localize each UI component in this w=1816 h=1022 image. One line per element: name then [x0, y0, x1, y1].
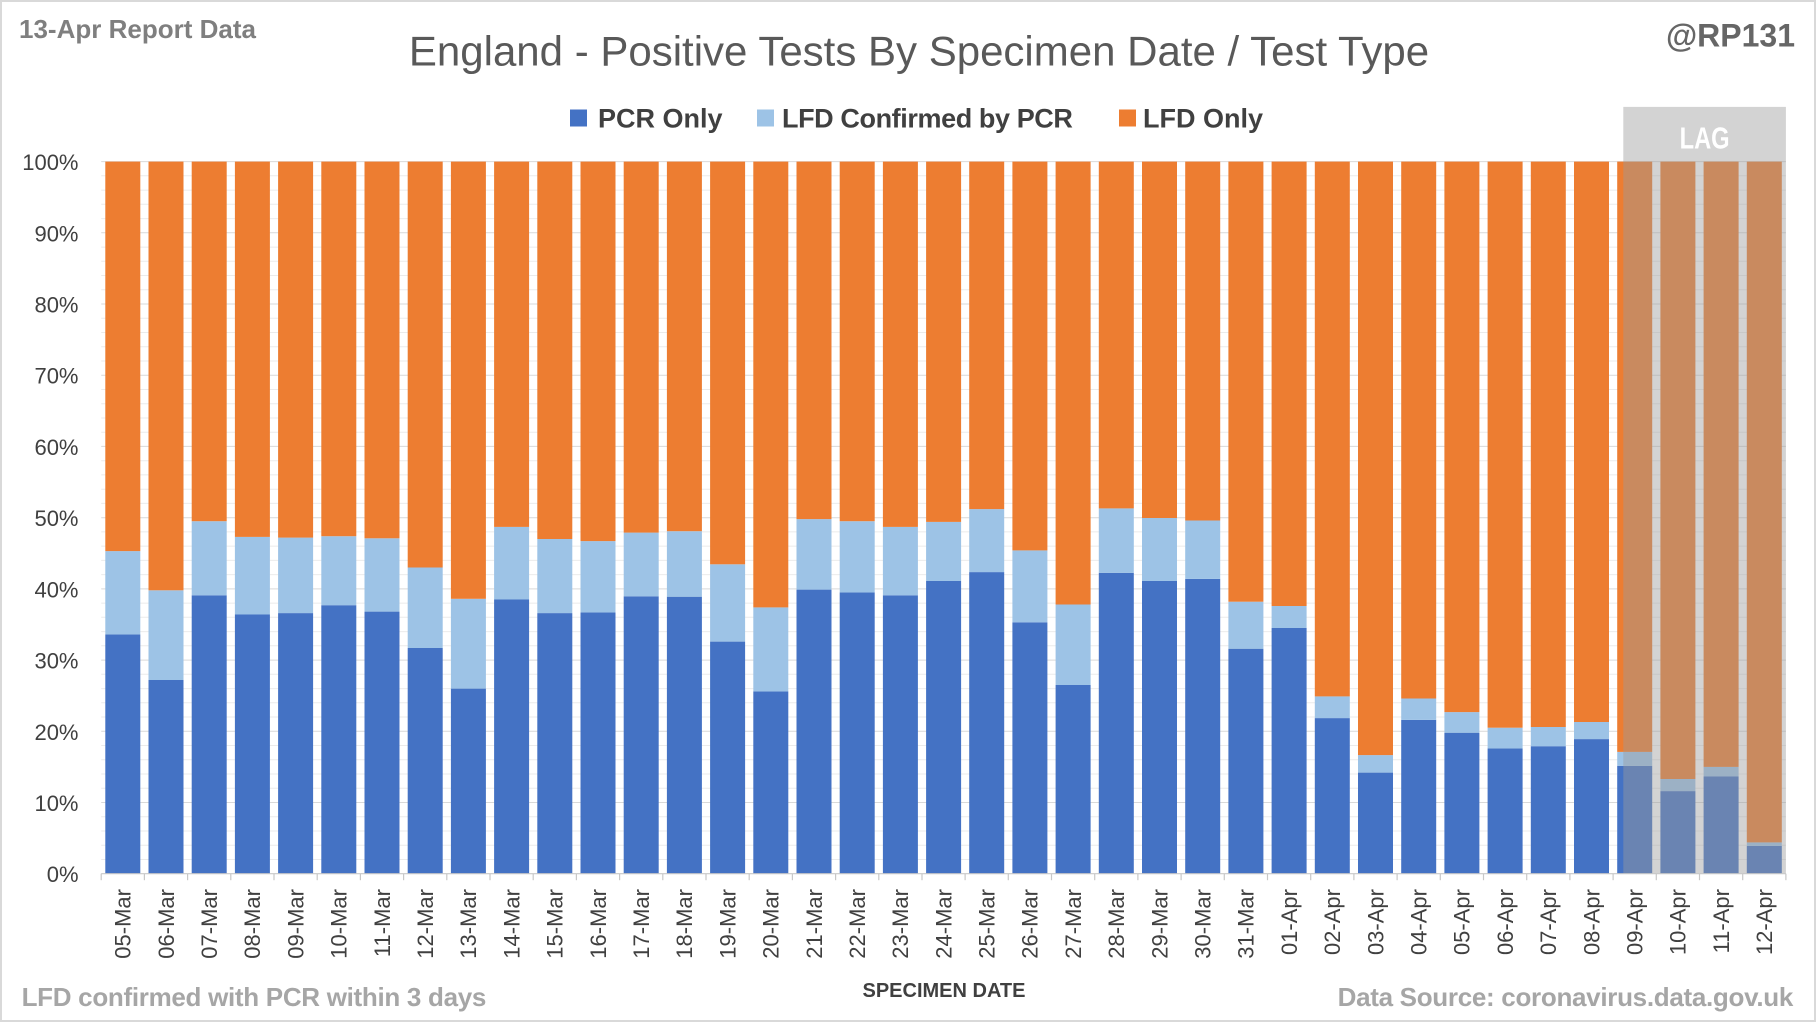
- svg-text:29-Mar: 29-Mar: [1147, 889, 1172, 959]
- svg-text:20%: 20%: [34, 720, 78, 745]
- svg-text:LFD Confirmed by PCR: LFD Confirmed by PCR: [782, 104, 1073, 134]
- svg-text:31-Mar: 31-Mar: [1234, 889, 1259, 959]
- svg-text:100%: 100%: [22, 150, 78, 175]
- svg-text:03-Apr: 03-Apr: [1363, 889, 1388, 955]
- svg-text:02-Apr: 02-Apr: [1320, 889, 1345, 955]
- svg-text:England - Positive Tests By Sp: England - Positive Tests By Specimen Dat…: [409, 28, 1429, 75]
- svg-text:05-Apr: 05-Apr: [1450, 889, 1475, 955]
- svg-text:18-Mar: 18-Mar: [672, 889, 697, 959]
- svg-text:08-Apr: 08-Apr: [1579, 889, 1604, 955]
- svg-text:30-Mar: 30-Mar: [1191, 889, 1216, 959]
- svg-text:70%: 70%: [34, 364, 78, 389]
- svg-text:13-Mar: 13-Mar: [456, 889, 481, 959]
- svg-text:20-Mar: 20-Mar: [759, 889, 784, 959]
- svg-text:08-Mar: 08-Mar: [240, 889, 265, 959]
- svg-text:10-Apr: 10-Apr: [1666, 889, 1691, 955]
- svg-text:LAG: LAG: [1680, 120, 1730, 155]
- svg-text:16-Mar: 16-Mar: [586, 889, 611, 959]
- svg-text:24-Mar: 24-Mar: [931, 889, 956, 959]
- svg-text:11-Mar: 11-Mar: [370, 889, 395, 957]
- svg-text:07-Mar: 07-Mar: [197, 889, 222, 959]
- svg-text:12-Mar: 12-Mar: [413, 889, 438, 959]
- svg-text:LFD confirmed with PCR within: LFD confirmed with PCR within 3 days: [22, 982, 486, 1012]
- svg-text:LFD Only: LFD Only: [1143, 104, 1263, 134]
- svg-text:SPECIMEN DATE: SPECIMEN DATE: [863, 980, 1026, 1002]
- svg-text:01-Apr: 01-Apr: [1277, 889, 1302, 955]
- svg-text:27-Mar: 27-Mar: [1061, 889, 1086, 959]
- svg-text:28-Mar: 28-Mar: [1104, 889, 1129, 959]
- svg-text:17-Mar: 17-Mar: [629, 889, 654, 959]
- svg-text:@RP131: @RP131: [1666, 17, 1795, 53]
- svg-text:09-Apr: 09-Apr: [1623, 889, 1648, 955]
- svg-text:21-Mar: 21-Mar: [802, 889, 827, 959]
- svg-text:14-Mar: 14-Mar: [499, 889, 524, 959]
- svg-text:90%: 90%: [34, 221, 78, 246]
- svg-text:30%: 30%: [34, 649, 78, 674]
- svg-text:40%: 40%: [34, 577, 78, 602]
- svg-text:13-Apr Report Data: 13-Apr Report Data: [19, 14, 256, 44]
- svg-text:50%: 50%: [34, 506, 78, 531]
- svg-text:26-Mar: 26-Mar: [1018, 889, 1043, 959]
- svg-text:19-Mar: 19-Mar: [715, 889, 740, 959]
- svg-text:10-Mar: 10-Mar: [327, 889, 352, 959]
- svg-text:23-Mar: 23-Mar: [888, 889, 913, 959]
- svg-text:Data Source: coronavirus.data.: Data Source: coronavirus.data.gov.uk: [1338, 982, 1794, 1012]
- svg-text:22-Mar: 22-Mar: [845, 889, 870, 959]
- svg-text:15-Mar: 15-Mar: [543, 889, 568, 959]
- svg-text:60%: 60%: [34, 435, 78, 460]
- svg-text:06-Mar: 06-Mar: [154, 889, 179, 959]
- svg-text:05-Mar: 05-Mar: [111, 889, 136, 959]
- svg-text:07-Apr: 07-Apr: [1536, 889, 1561, 955]
- svg-text:80%: 80%: [34, 293, 78, 318]
- svg-text:09-Mar: 09-Mar: [283, 889, 308, 959]
- svg-text:04-Apr: 04-Apr: [1407, 889, 1432, 955]
- svg-text:06-Apr: 06-Apr: [1493, 889, 1518, 955]
- svg-text:11-Apr: 11-Apr: [1709, 889, 1734, 953]
- svg-text:PCR Only: PCR Only: [598, 104, 723, 134]
- svg-text:25-Mar: 25-Mar: [975, 889, 1000, 959]
- svg-text:0%: 0%: [47, 862, 79, 887]
- svg-text:10%: 10%: [34, 791, 78, 816]
- svg-text:12-Apr: 12-Apr: [1752, 889, 1777, 955]
